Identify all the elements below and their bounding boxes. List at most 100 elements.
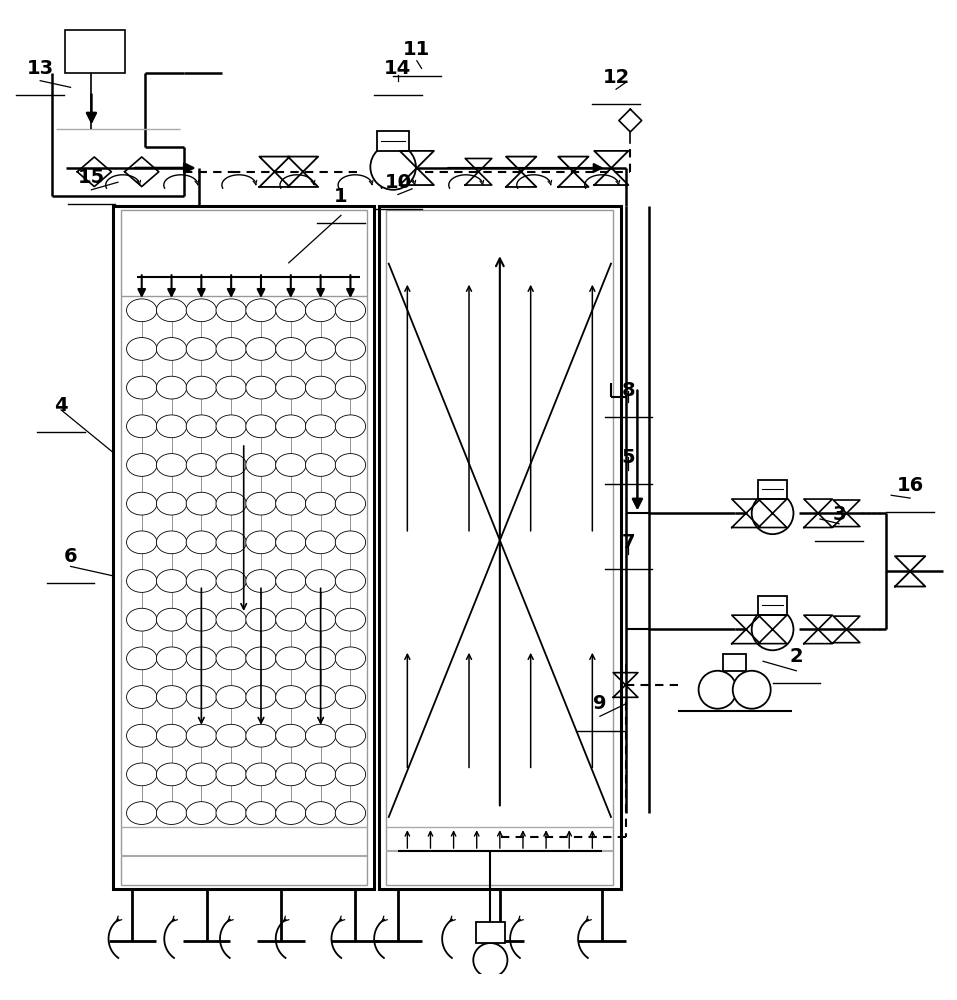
Ellipse shape	[276, 802, 306, 824]
Text: 1: 1	[334, 187, 347, 206]
Text: 16: 16	[897, 476, 924, 495]
Ellipse shape	[305, 724, 336, 747]
Ellipse shape	[216, 376, 246, 399]
Text: 9: 9	[593, 694, 607, 713]
Ellipse shape	[126, 376, 157, 399]
Ellipse shape	[335, 492, 366, 515]
Circle shape	[751, 609, 793, 650]
Ellipse shape	[156, 570, 187, 592]
Ellipse shape	[276, 299, 306, 322]
Ellipse shape	[187, 686, 216, 708]
Bar	[65, 30, 124, 73]
Ellipse shape	[187, 608, 216, 631]
Ellipse shape	[187, 647, 216, 670]
Text: 11: 11	[403, 40, 431, 59]
Bar	[377, 131, 409, 151]
Ellipse shape	[156, 338, 187, 360]
Ellipse shape	[246, 376, 277, 399]
Ellipse shape	[305, 492, 336, 515]
Ellipse shape	[216, 570, 246, 592]
Ellipse shape	[216, 763, 246, 786]
Ellipse shape	[246, 647, 277, 670]
Ellipse shape	[276, 763, 306, 786]
Ellipse shape	[246, 802, 277, 824]
Ellipse shape	[276, 647, 306, 670]
Ellipse shape	[126, 802, 157, 824]
Bar	[477, 922, 504, 943]
Ellipse shape	[335, 299, 366, 322]
Ellipse shape	[187, 376, 216, 399]
Ellipse shape	[156, 376, 187, 399]
Ellipse shape	[216, 338, 246, 360]
Ellipse shape	[126, 454, 157, 476]
Ellipse shape	[156, 608, 187, 631]
Ellipse shape	[246, 338, 277, 360]
Ellipse shape	[187, 415, 216, 438]
Ellipse shape	[246, 724, 277, 747]
Ellipse shape	[216, 415, 246, 438]
Ellipse shape	[187, 338, 216, 360]
Circle shape	[733, 671, 770, 709]
Ellipse shape	[335, 802, 366, 824]
Ellipse shape	[276, 570, 306, 592]
Ellipse shape	[335, 647, 366, 670]
Ellipse shape	[246, 531, 277, 554]
Text: 2: 2	[790, 647, 803, 666]
Ellipse shape	[216, 492, 246, 515]
Ellipse shape	[305, 608, 336, 631]
Ellipse shape	[246, 454, 277, 476]
Ellipse shape	[335, 608, 366, 631]
Ellipse shape	[156, 802, 187, 824]
Ellipse shape	[187, 570, 216, 592]
Ellipse shape	[276, 608, 306, 631]
Ellipse shape	[246, 415, 277, 438]
Bar	[379, 206, 621, 889]
Ellipse shape	[335, 454, 366, 476]
Bar	[113, 206, 374, 889]
Circle shape	[474, 943, 507, 977]
Ellipse shape	[156, 686, 187, 708]
Bar	[723, 654, 746, 671]
Circle shape	[370, 144, 416, 190]
Ellipse shape	[335, 531, 366, 554]
Text: 12: 12	[603, 68, 630, 87]
Ellipse shape	[276, 338, 306, 360]
Ellipse shape	[305, 570, 336, 592]
Ellipse shape	[246, 608, 277, 631]
Ellipse shape	[305, 454, 336, 476]
Text: 13: 13	[27, 59, 54, 78]
Ellipse shape	[187, 492, 216, 515]
Text: 6: 6	[64, 547, 78, 566]
Text: 14: 14	[385, 59, 412, 78]
Ellipse shape	[216, 647, 246, 670]
Ellipse shape	[246, 492, 277, 515]
Ellipse shape	[187, 802, 216, 824]
Ellipse shape	[335, 570, 366, 592]
Ellipse shape	[126, 763, 157, 786]
Ellipse shape	[335, 338, 366, 360]
Ellipse shape	[305, 299, 336, 322]
Ellipse shape	[156, 647, 187, 670]
Ellipse shape	[126, 299, 157, 322]
Text: 3: 3	[833, 505, 846, 524]
Ellipse shape	[216, 299, 246, 322]
Ellipse shape	[126, 570, 157, 592]
Ellipse shape	[187, 724, 216, 747]
Ellipse shape	[156, 299, 187, 322]
Ellipse shape	[187, 763, 216, 786]
Ellipse shape	[305, 686, 336, 708]
Ellipse shape	[156, 531, 187, 554]
Ellipse shape	[305, 338, 336, 360]
Ellipse shape	[126, 724, 157, 747]
Ellipse shape	[276, 492, 306, 515]
Ellipse shape	[126, 608, 157, 631]
Ellipse shape	[126, 531, 157, 554]
Text: 4: 4	[55, 396, 68, 415]
Text: 7: 7	[622, 533, 635, 552]
Ellipse shape	[216, 454, 246, 476]
Ellipse shape	[126, 647, 157, 670]
Ellipse shape	[187, 454, 216, 476]
Ellipse shape	[335, 686, 366, 708]
Ellipse shape	[156, 763, 187, 786]
Ellipse shape	[335, 724, 366, 747]
